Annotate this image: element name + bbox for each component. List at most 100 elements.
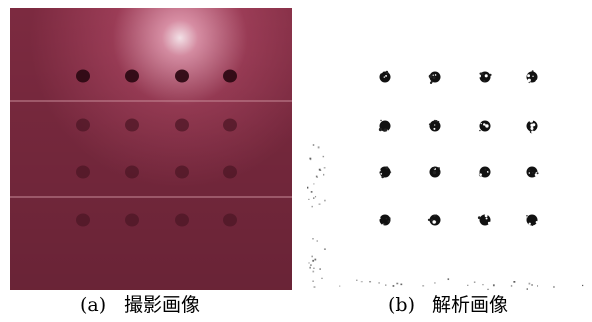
noise-speck (553, 286, 555, 288)
analysis-panel (305, 8, 590, 290)
noise-speck (311, 191, 313, 193)
analysis-dot-speck (529, 223, 531, 225)
noise-speck (317, 240, 318, 242)
noise-speck (312, 238, 314, 239)
noise-speck (318, 146, 320, 148)
analysis-dot-speck (384, 128, 387, 131)
analysis-dot-speck (478, 75, 481, 78)
analysis-dot-speck (386, 72, 389, 75)
photo-dot (223, 166, 237, 179)
analysis-dot-speck (536, 221, 538, 223)
noise-speck (393, 285, 395, 287)
analysis-dot-speck (489, 176, 491, 178)
analysis-dot-speck (378, 120, 381, 123)
analysis-dot-speck (434, 124, 435, 125)
analysis-dot-speck (483, 80, 485, 82)
noise-speck (400, 284, 402, 286)
noise-speck (308, 262, 309, 263)
noise-speck (312, 260, 314, 262)
noise-speck (339, 286, 340, 287)
analysis-dot-speck (438, 121, 440, 123)
noise-speck (310, 264, 311, 266)
analysis-dot-speck (433, 128, 435, 130)
analysis-dot-speck (379, 70, 382, 73)
noise-speck (319, 204, 321, 205)
analysis-dot-speck (379, 217, 381, 219)
analysis-dot-speck (381, 176, 384, 179)
analysis-dot-speck (428, 219, 430, 221)
photo-shade (10, 8, 292, 290)
noise-speck (319, 268, 320, 269)
analysis-dot-speck (481, 123, 482, 124)
analysis-dot-speck (432, 220, 436, 224)
noise-speck (396, 283, 398, 285)
analysis-dot-speck (436, 214, 437, 215)
analysis-dot-speck (433, 75, 434, 76)
noise-speck (310, 158, 311, 160)
analysis-dot-speck (390, 172, 391, 173)
analysis-dot-speck (532, 76, 533, 77)
analysis-dot-speck (388, 220, 390, 222)
noise-speck (474, 282, 476, 283)
analysis-dot-speck (433, 168, 435, 170)
noise-speck (493, 284, 495, 286)
noise-speck (319, 169, 321, 171)
analysis-dot-speck (481, 72, 484, 75)
noise-speck (324, 200, 326, 202)
panel-title: 解析画像 (432, 294, 508, 316)
photo-dot (175, 70, 189, 83)
analysis-dot-speck (433, 76, 436, 79)
analysis-dot-speck (435, 120, 437, 122)
analysis-dot (480, 121, 491, 132)
analysis-dot-speck (486, 217, 488, 219)
analysis-background (305, 8, 590, 290)
analysis-dot-speck (479, 130, 480, 131)
photo-dot (175, 119, 189, 132)
analysis-dot-speck (433, 171, 436, 174)
photo-dot (223, 214, 237, 227)
analysis-dot-speck (378, 169, 380, 171)
analysis-dot-speck (536, 80, 539, 83)
analysis-dot-speck (530, 127, 533, 130)
analysis-dot-speck (431, 80, 433, 82)
analysis-dot-speck (429, 75, 432, 78)
panel-label: (b) (388, 294, 415, 316)
noise-speck (323, 156, 324, 157)
analysis-dot-speck (531, 131, 534, 134)
analysis-dot-speck (435, 74, 437, 76)
noise-speck (356, 280, 357, 281)
analysis-dot-speck (528, 169, 530, 171)
noise-speck (323, 174, 324, 176)
noise-speck (537, 285, 538, 286)
noise-speck (511, 285, 512, 287)
analysis-dot-speck (432, 166, 433, 167)
noise-speck (314, 286, 316, 288)
photo-dot (223, 70, 237, 83)
photo-dot (175, 166, 189, 179)
photo-dot (76, 119, 90, 132)
analysis-dot-speck (535, 174, 537, 176)
noise-speck (529, 283, 531, 285)
analysis-dot-speck (529, 82, 530, 83)
noise-speck (482, 284, 483, 285)
photo-dot (175, 214, 189, 227)
noise-speck (312, 256, 313, 258)
noise-speck (434, 282, 435, 284)
noise-speck (312, 271, 314, 273)
noise-speck (321, 278, 322, 279)
noise-speck (308, 199, 309, 200)
noise-speck (309, 267, 311, 269)
analysis-dot-speck (489, 74, 491, 76)
analysis-dot-speck (429, 123, 431, 125)
noise-speck (313, 268, 315, 269)
analysis-dot-speck (532, 172, 533, 173)
analysis-dot-speck (384, 76, 385, 77)
noise-speck (312, 206, 313, 207)
analysis-dot-speck (485, 74, 488, 77)
figure: (a) 撮影画像 (b) 解析画像 (0, 0, 592, 322)
analysis-dot-speck (478, 216, 479, 217)
photo-dot (125, 119, 139, 132)
analysis-dot-speck (488, 170, 489, 171)
photo-dot (125, 70, 139, 83)
noise-speck (513, 281, 515, 283)
